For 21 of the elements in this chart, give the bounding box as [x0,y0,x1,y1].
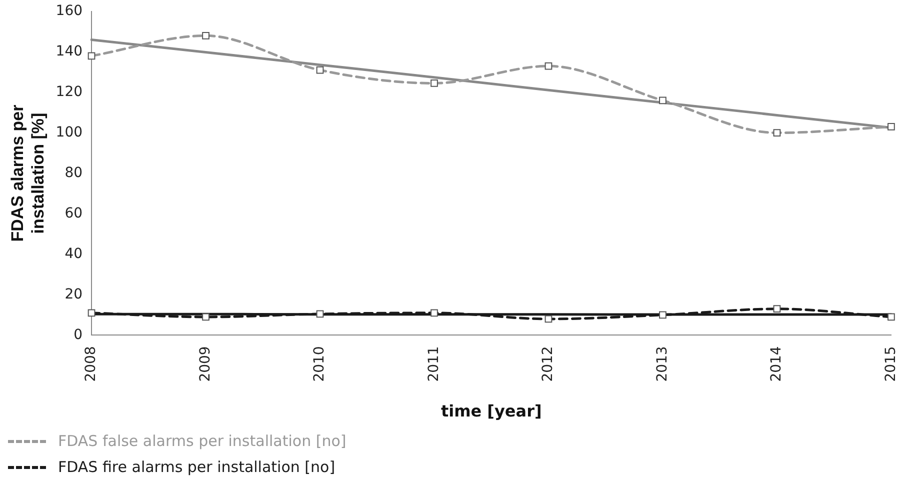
y-axis-title: FDAS alarms per installation [%] [8,104,48,242]
legend-label: FDAS false alarms per installation [no] [58,432,346,450]
x-tick-label: 2010 [312,346,328,382]
y-tick-label: 140 [56,44,83,60]
x-axis-title: time [year] [440,402,542,421]
y-tick-label: 0 [74,326,83,343]
x-tick-label: 2012 [540,346,556,382]
y-tick-label: 80 [64,164,83,181]
x-tick-label: 2014 [768,346,785,382]
legend-label: FDAS fire alarms per installation [no] [58,458,336,476]
y-tick-label: 100 [56,124,83,140]
y-tick-label: 120 [56,84,83,100]
x-tick-label: 2011 [426,346,442,382]
y-tick-label: 160 [56,3,83,20]
x-tick-label: 2009 [197,346,214,382]
x-tick-label: 2013 [654,346,670,382]
x-tick-label: 2008 [83,346,100,382]
y-tick-label: 40 [64,246,83,262]
y-tick-label: 20 [64,286,83,302]
x-tick-label: 2015 [882,346,899,382]
y-tick-label: 60 [64,205,83,222]
